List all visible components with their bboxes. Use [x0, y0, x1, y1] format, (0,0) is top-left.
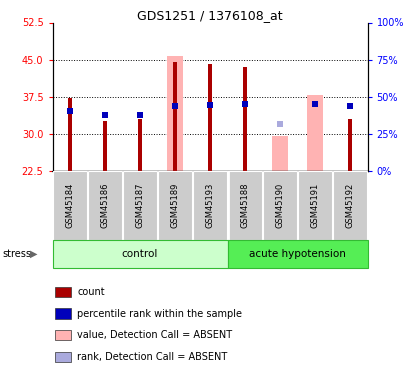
Text: GSM45187: GSM45187: [136, 183, 144, 228]
Text: stress: stress: [2, 249, 31, 259]
Bar: [263, 171, 297, 240]
Bar: [243, 67, 247, 171]
Bar: [52, 240, 228, 268]
Text: GSM45184: GSM45184: [66, 183, 74, 228]
Text: GSM45186: GSM45186: [100, 183, 110, 228]
Bar: [138, 119, 142, 171]
Text: GSM45192: GSM45192: [346, 183, 354, 228]
Text: percentile rank within the sample: percentile rank within the sample: [77, 309, 242, 319]
Bar: [103, 121, 107, 171]
Text: GSM45190: GSM45190: [276, 183, 284, 228]
Text: ▶: ▶: [30, 249, 38, 259]
Text: GSM45193: GSM45193: [205, 183, 215, 228]
Bar: [173, 63, 177, 171]
Text: GDS1251 / 1376108_at: GDS1251 / 1376108_at: [137, 9, 283, 22]
Text: acute hypotension: acute hypotension: [249, 249, 346, 259]
Bar: [307, 95, 323, 171]
Bar: [193, 171, 227, 240]
Bar: [272, 136, 288, 171]
Bar: [333, 171, 367, 240]
Text: value, Detection Call = ABSENT: value, Detection Call = ABSENT: [77, 330, 232, 340]
Text: GSM45188: GSM45188: [241, 183, 249, 228]
Text: rank, Detection Call = ABSENT: rank, Detection Call = ABSENT: [77, 352, 227, 362]
Bar: [53, 171, 87, 240]
Bar: [208, 64, 212, 171]
Bar: [228, 171, 262, 240]
Bar: [228, 240, 368, 268]
Bar: [167, 56, 183, 171]
Text: control: control: [122, 249, 158, 259]
Bar: [68, 98, 72, 171]
Text: GSM45189: GSM45189: [171, 183, 179, 228]
Bar: [55, 330, 71, 340]
Bar: [55, 308, 71, 319]
Text: GSM45191: GSM45191: [310, 183, 320, 228]
Bar: [123, 171, 157, 240]
Text: count: count: [77, 287, 105, 297]
Bar: [158, 171, 192, 240]
Bar: [348, 119, 352, 171]
Bar: [298, 171, 332, 240]
Bar: [55, 287, 71, 297]
Bar: [88, 171, 122, 240]
Bar: [55, 351, 71, 362]
